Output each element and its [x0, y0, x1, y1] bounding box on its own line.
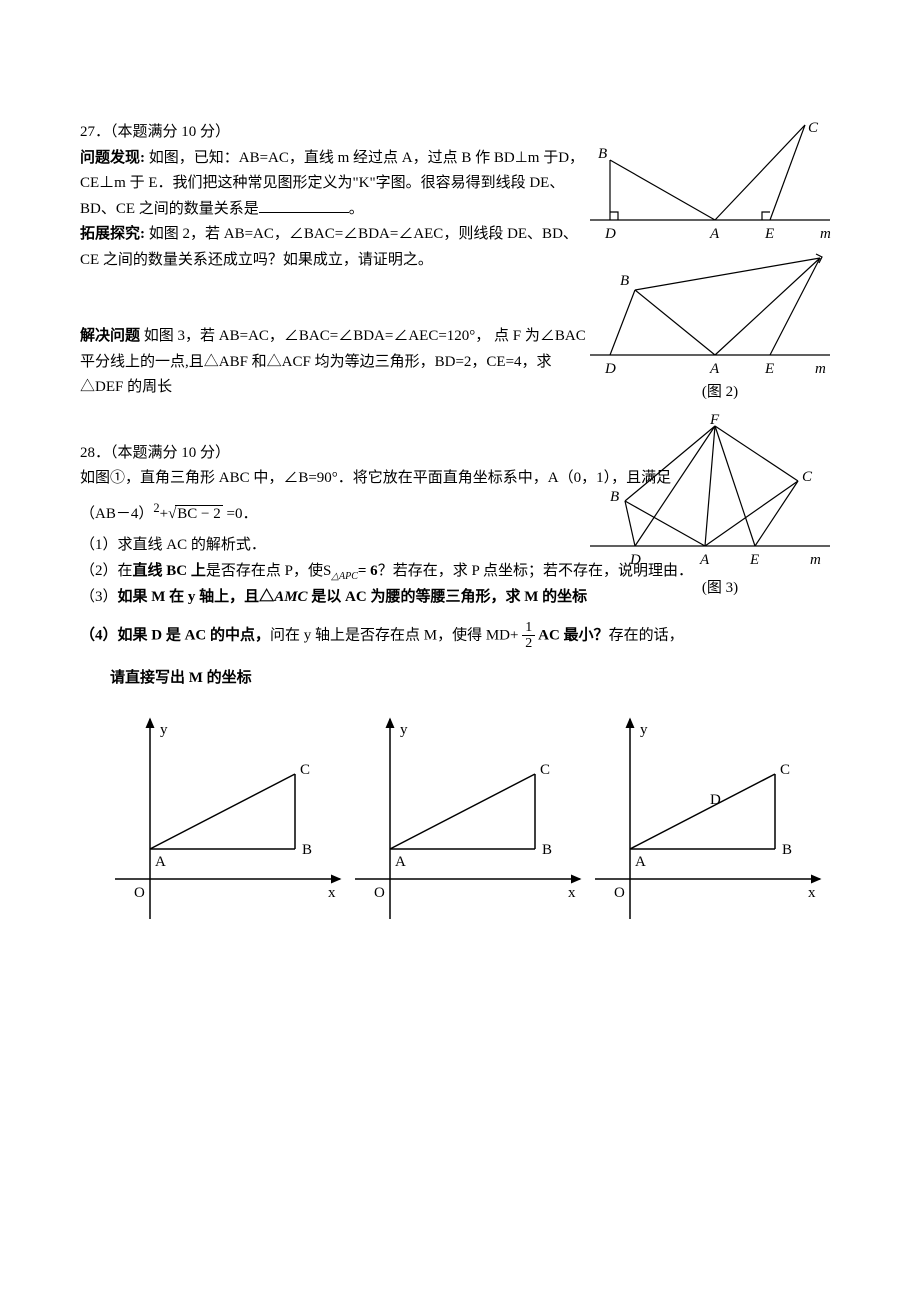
label-D: D — [710, 792, 721, 808]
label-x: x — [328, 885, 336, 901]
label-O: O — [614, 885, 625, 901]
label-E: E — [749, 552, 759, 568]
label-B: B — [542, 842, 552, 858]
q27-p2-label: 拓展探究: — [80, 226, 145, 242]
p4-e: 请直接写出 M 的坐标 — [80, 666, 840, 692]
p3-b: 如果 M 在 y 轴上，且△ — [118, 589, 275, 605]
label-E: E — [764, 226, 774, 240]
coord-systems-row: y x O A B C y — [80, 709, 840, 929]
label-B: B — [782, 842, 792, 858]
label-B: B — [598, 146, 607, 162]
coord-system-1: y x O A B C — [110, 709, 350, 929]
q28-number: 28． — [80, 445, 110, 461]
label-C: C — [808, 120, 819, 136]
label-O: O — [134, 885, 145, 901]
p3-a: （3） — [80, 589, 118, 605]
label-y: y — [640, 722, 648, 738]
label-F: F — [709, 412, 720, 428]
label-E: E — [764, 361, 774, 377]
p2-sub: △APC — [331, 571, 358, 582]
question-27: 27．（本题满分 10 分） 问题发现: 如图，已知：AB=AC，直线 m 经过… — [80, 120, 840, 401]
fig3-caption: (图 3) — [580, 576, 860, 602]
p4-b: 问在 y 轴上是否存在点 M，使得 MD+ — [270, 627, 522, 643]
blank-field[interactable] — [259, 197, 349, 213]
p4-c: AC 最小？ — [535, 627, 608, 643]
label-D: D — [604, 361, 616, 377]
label-D: D — [629, 552, 641, 568]
label-A: A — [395, 854, 406, 870]
label-A: A — [699, 552, 710, 568]
label-A: A — [155, 854, 166, 870]
label-m: m — [810, 552, 821, 568]
q27-points: （本题满分 10 分） — [110, 124, 230, 140]
label-x: x — [808, 885, 816, 901]
label-C: C — [540, 762, 550, 778]
q27-figures: B C D A E m B D A E — [580, 120, 860, 601]
q27-part2: 拓展探究: 如图 2，若 AB=AC，∠BAC=∠BDA=∠AEC，则线段 DE… — [80, 222, 590, 273]
label-C: C — [300, 762, 310, 778]
label-A: A — [635, 854, 646, 870]
q27-number: 27． — [80, 124, 110, 140]
label-A: A — [709, 226, 720, 240]
label-C: C — [780, 762, 790, 778]
q27-p1-label: 问题发现: — [80, 150, 145, 166]
q27-p2-text: 如图 2，若 AB=AC，∠BAC=∠BDA=∠AEC，则线段 DE、BD、CE… — [80, 226, 578, 268]
p2-a: （2）在 — [80, 563, 133, 579]
frac-num: 1 — [522, 620, 535, 636]
q27-p3-text: 如图 3，若 AB=AC，∠BAC=∠BDA=∠AEC=120°， 点 F 为∠… — [80, 328, 586, 395]
frac-den: 2 — [522, 636, 535, 651]
label-B: B — [610, 489, 619, 505]
q27-header: 27．（本题满分 10 分） — [80, 120, 590, 146]
p2-c: 是否存在点 P，使 — [206, 563, 323, 579]
label-m: m — [820, 226, 831, 240]
q28-points: （本题满分 10 分） — [110, 445, 230, 461]
figure-3: B C F D A E m — [580, 406, 840, 576]
eq-post: =0． — [223, 506, 258, 522]
fig2-caption: (图 2) — [580, 380, 860, 406]
coord-system-2: y x O A B C — [350, 709, 590, 929]
p3-c: 是以 AC 为腰的等腰三角形，求 M 的坐标 — [308, 589, 588, 605]
fraction-icon: 12 — [522, 620, 535, 652]
q27-part3: 解决问题 如图 3，若 AB=AC，∠BAC=∠BDA=∠AEC=120°， 点… — [80, 324, 590, 401]
label-x: x — [568, 885, 576, 901]
label-y: y — [400, 722, 408, 738]
eq-plus: + — [160, 506, 168, 522]
q28-p4: （4）如果 D 是 AC 的中点，问在 y 轴上是否存在点 M，使得 MD+ 1… — [80, 620, 840, 652]
figure-2: B D A E m — [580, 240, 840, 380]
q27-part1: 问题发现: 如图，已知：AB=AC，直线 m 经过点 A，过点 B 作 BD⊥m… — [80, 146, 590, 223]
label-O: O — [374, 885, 385, 901]
label-A: A — [709, 361, 720, 377]
p3-amc: AMC — [274, 589, 307, 605]
coord-system-3: y x O A B C D — [590, 709, 830, 929]
eq-pre: （AB－4） — [80, 506, 153, 522]
q27-text-block: 27．（本题满分 10 分） 问题发现: 如图，已知：AB=AC，直线 m 经过… — [80, 120, 590, 401]
label-B: B — [620, 273, 629, 289]
label-B: B — [302, 842, 312, 858]
label-D: D — [604, 226, 616, 240]
label-m: m — [815, 361, 826, 377]
p2-eq: = 6 — [358, 563, 378, 579]
q27-p3-label: 解决问题 — [80, 328, 140, 344]
figure-1: B C D A E m — [580, 120, 840, 240]
q27-p1-end: 。 — [349, 201, 364, 217]
sqrt-icon: BC − 2 — [168, 506, 223, 522]
label-y: y — [160, 722, 168, 738]
p4-a: （4）如果 D 是 AC 的中点， — [80, 627, 270, 643]
label-C: C — [802, 469, 813, 485]
p2-b: 直线 BC 上 — [133, 563, 206, 579]
p4-d: 存在的话， — [609, 627, 684, 643]
sqrt-inner: BC − 2 — [175, 505, 222, 522]
